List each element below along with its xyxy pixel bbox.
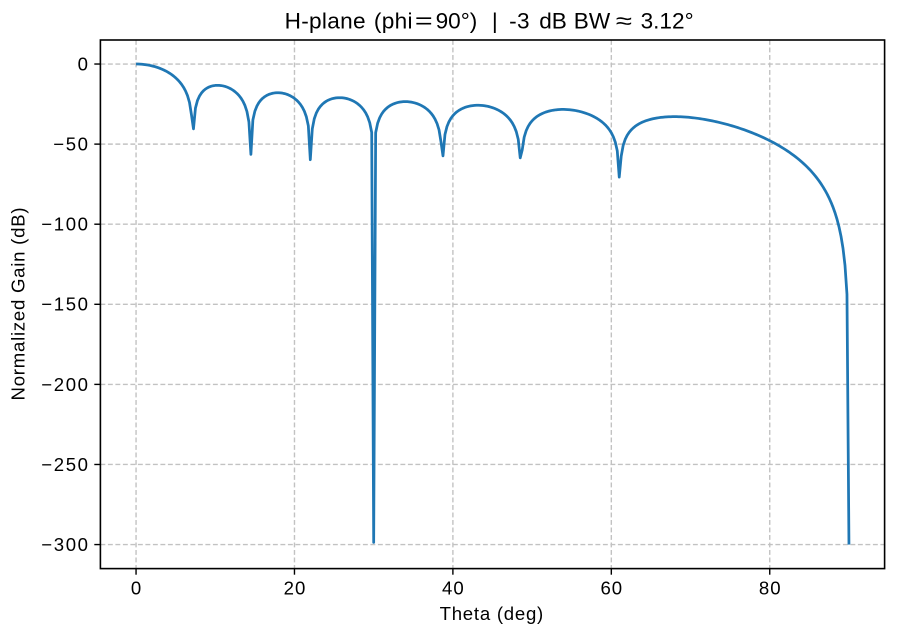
- svg-text:−200: −200: [41, 374, 89, 395]
- svg-text:80: 80: [759, 578, 782, 599]
- svg-text:−100: −100: [41, 214, 89, 235]
- svg-text:60: 60: [600, 578, 623, 599]
- svg-text:−50: −50: [53, 134, 89, 155]
- svg-text:−150: −150: [41, 294, 89, 315]
- svg-text:Theta (deg): Theta (deg): [440, 603, 544, 624]
- svg-text:0: 0: [131, 578, 142, 599]
- svg-text:40: 40: [442, 578, 465, 599]
- svg-text:−300: −300: [41, 534, 89, 555]
- svg-text:20: 20: [284, 578, 307, 599]
- svg-text:Normalized Gain (dB): Normalized Gain (dB): [8, 207, 29, 401]
- svg-text:0: 0: [78, 53, 90, 74]
- svg-text:−250: −250: [41, 454, 89, 475]
